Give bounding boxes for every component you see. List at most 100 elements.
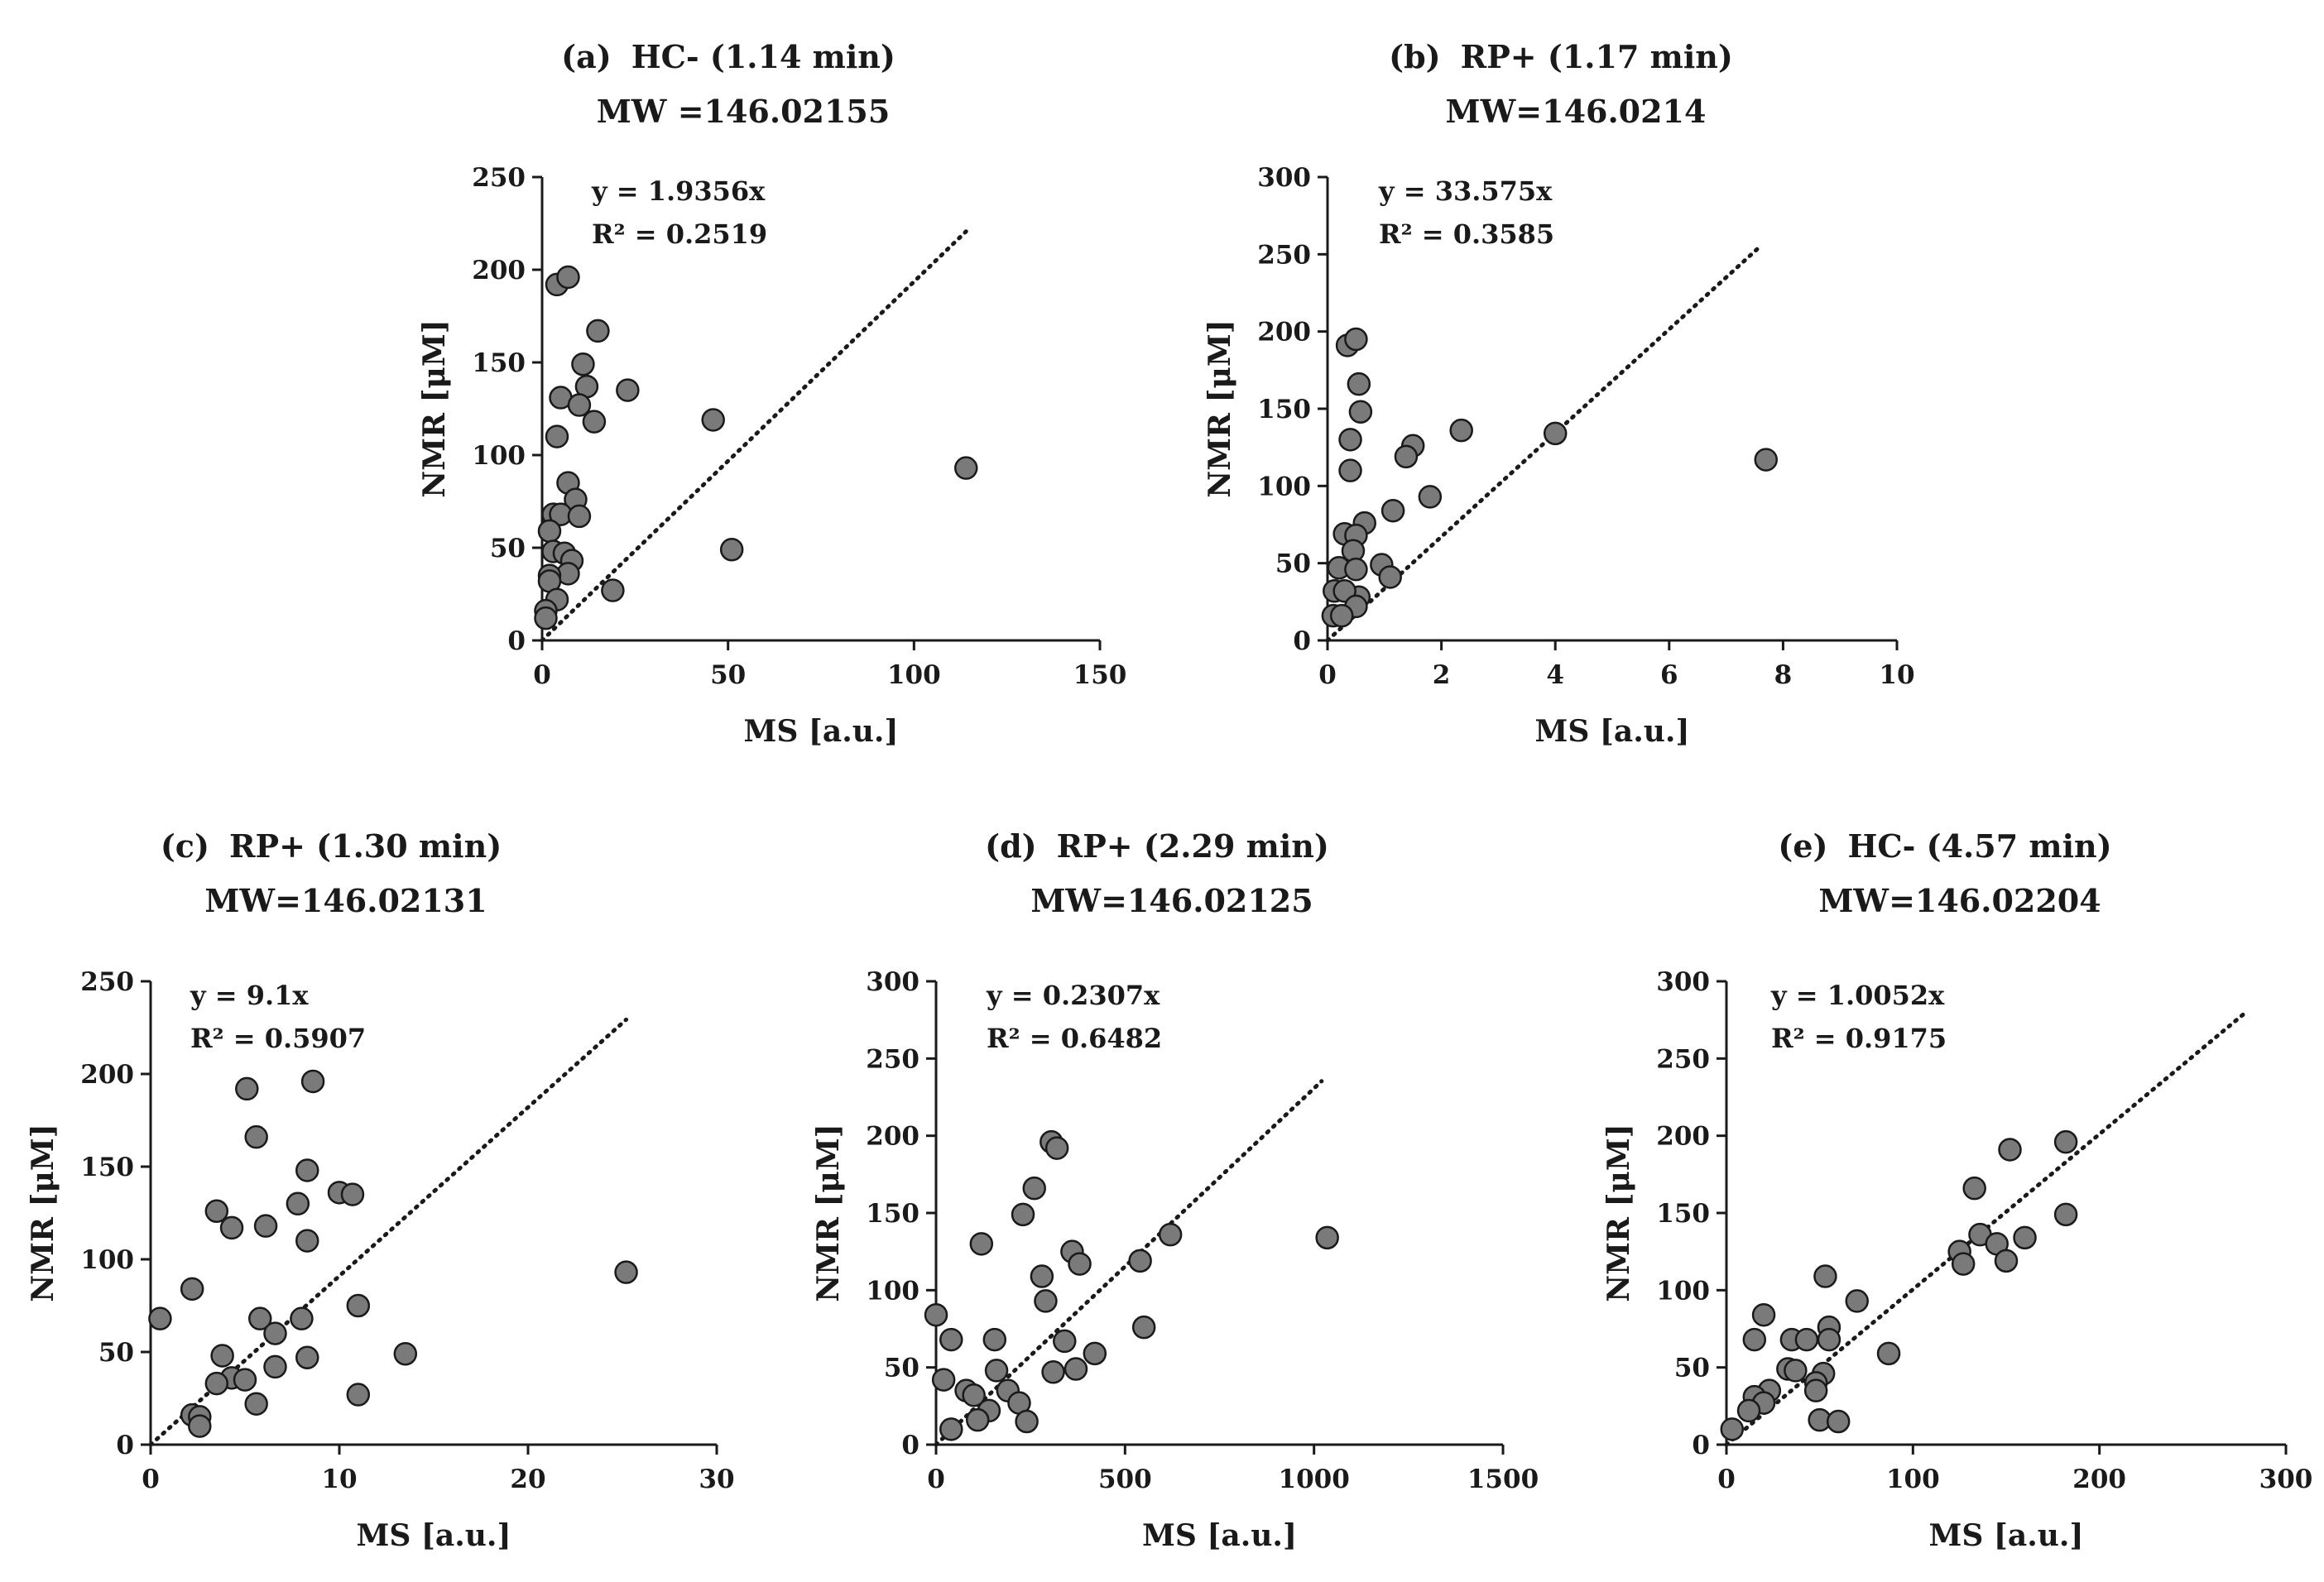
- y-tick-label: 0: [507, 626, 526, 656]
- data-point: [1742, 1327, 1767, 1352]
- data-point: [1041, 1360, 1065, 1384]
- data-point: [233, 1368, 257, 1392]
- data-point: [2053, 1129, 2078, 1154]
- data-point: [247, 1306, 272, 1330]
- data-point: [616, 378, 640, 402]
- data-point: [1315, 1225, 1339, 1250]
- y-tick-label: 150: [866, 1199, 920, 1229]
- data-point: [534, 606, 558, 630]
- y-tick-label: 150: [1257, 395, 1311, 424]
- data-point: [701, 408, 725, 432]
- chart-subtitle-c: MW=146.02131: [204, 882, 487, 919]
- trend-equation-c: y = 9.1x: [190, 980, 309, 1011]
- panel-label-b: (b): [1389, 38, 1441, 75]
- y-tick-label: 150: [80, 1153, 134, 1182]
- y-tick-label: 50: [884, 1354, 920, 1383]
- r-squared-d: R² = 0.6482: [987, 1023, 1162, 1054]
- y-tick-label: 150: [1656, 1199, 1710, 1229]
- panel-label-e: (e): [1778, 827, 1827, 865]
- data-point: [939, 1327, 963, 1352]
- data-point: [340, 1182, 365, 1206]
- chart-title-b: (b) RP+ (1.17 min): [1389, 38, 1733, 75]
- data-point: [1034, 1289, 1058, 1313]
- data-point: [1813, 1264, 1837, 1288]
- data-point: [1068, 1252, 1092, 1276]
- x-tick-label: 30: [699, 1465, 734, 1494]
- data-point: [931, 1368, 956, 1392]
- x-tick-label: 500: [1098, 1465, 1152, 1494]
- y-tick-label: 200: [1257, 318, 1311, 348]
- data-point: [1329, 603, 1354, 628]
- panel-label-d: (d): [985, 827, 1037, 865]
- y-tick-label: 300: [1656, 967, 1710, 997]
- data-point: [1951, 1252, 1976, 1276]
- data-point: [1994, 1249, 2019, 1273]
- data-point: [1380, 498, 1405, 523]
- data-point: [965, 1407, 990, 1432]
- data-point: [2053, 1202, 2078, 1227]
- x-axis-label-d: MS [a.u.]: [1142, 1518, 1297, 1553]
- data-point: [1962, 1176, 1986, 1201]
- x-tick-label: 1000: [1279, 1465, 1350, 1494]
- data-point: [1803, 1378, 1828, 1402]
- chart-subtitle-a: MW =146.02155: [597, 93, 891, 130]
- data-point: [1348, 400, 1373, 424]
- y-tick-label: 100: [472, 441, 526, 471]
- trend-equation-e: y = 1.0052x: [1770, 980, 1945, 1011]
- data-point: [567, 393, 592, 417]
- data-point: [582, 410, 607, 434]
- x-tick-label: 0: [533, 660, 551, 690]
- x-tick-label: 20: [510, 1465, 545, 1494]
- data-point: [924, 1302, 948, 1327]
- data-point: [1011, 1202, 1035, 1227]
- chart-panel-d: (d) RP+ (2.29 min) MW=146.02125 0 500 1000 150…: [775, 789, 1549, 1579]
- x-tick-label: 8: [1774, 660, 1793, 690]
- title-text-d: RP+ (2.29 min): [1057, 827, 1329, 865]
- data-point: [1338, 428, 1362, 452]
- data-point: [346, 1293, 371, 1318]
- y-tick-label: 150: [472, 348, 526, 378]
- panel-label-a: (a): [561, 38, 612, 75]
- y-tick-label: 300: [866, 967, 920, 997]
- x-tick-label: 1500: [1467, 1465, 1539, 1494]
- data-point: [1053, 1329, 1077, 1354]
- data-point: [1784, 1359, 1808, 1383]
- y-tick-label: 0: [1692, 1431, 1710, 1460]
- data-point: [962, 1383, 986, 1407]
- scatter-chart-c: (c) RP+ (1.30 min) MW=146.02131 0 10 20 30 0 50 1…: [26, 827, 735, 1553]
- y-tick-label: 100: [1656, 1276, 1710, 1306]
- data-point: [1128, 1249, 1152, 1273]
- x-tick-label: 0: [1318, 660, 1337, 690]
- chart-title-a: (a) HC- (1.14 min): [561, 38, 896, 75]
- x-tick-label: 150: [1073, 660, 1127, 690]
- data-point: [1449, 418, 1473, 443]
- y-tick-label: 200: [866, 1122, 920, 1152]
- x-axis-label-b: MS [a.u.]: [1534, 714, 1689, 749]
- data-point: [1845, 1289, 1869, 1313]
- data-point: [614, 1260, 638, 1284]
- y-tick-label: 0: [116, 1431, 134, 1460]
- scatter-chart-a: (a) HC- (1.14 min) MW =146.02155 0 50 100 150 0…: [417, 38, 1127, 749]
- y-tick-label: 50: [1674, 1354, 1710, 1383]
- x-axis-label-a: MS [a.u.]: [743, 714, 898, 749]
- data-point: [235, 1076, 259, 1101]
- y-tick-label: 250: [1257, 240, 1311, 270]
- y-tick-label: 250: [1656, 1044, 1710, 1074]
- chart-panel-c: (c) RP+ (1.30 min) MW=146.02131 0 10 20 30 0 50 1…: [0, 789, 775, 1579]
- chart-subtitle-b: MW=146.0214: [1446, 93, 1707, 130]
- y-tick-label: 50: [490, 534, 526, 563]
- data-point: [295, 1158, 319, 1182]
- data-point: [939, 1417, 963, 1441]
- y-tick-label: 200: [1656, 1122, 1710, 1152]
- data-point: [244, 1392, 268, 1416]
- y-tick-label: 100: [80, 1245, 134, 1275]
- data-point: [393, 1341, 418, 1366]
- data-point: [601, 578, 625, 602]
- chart-subtitle-e: MW=146.02204: [1818, 882, 2101, 919]
- trend-equation-d: y = 0.2307x: [986, 980, 1160, 1011]
- data-point: [1044, 1136, 1069, 1160]
- r-squared-b: R² = 0.3585: [1379, 218, 1554, 250]
- x-tick-label: 10: [1879, 660, 1914, 690]
- data-point: [263, 1321, 287, 1345]
